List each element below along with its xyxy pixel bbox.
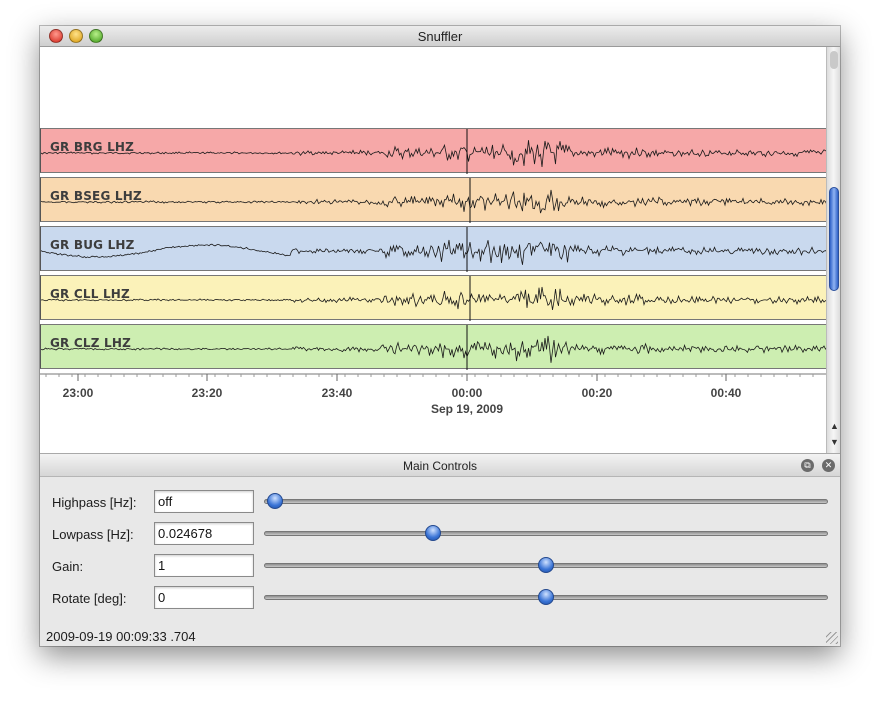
scroll-down-arrow-icon[interactable]: ▼ xyxy=(830,437,839,447)
trace-track[interactable]: GR BUG LHZ xyxy=(40,226,827,272)
tick-label: 23:00 xyxy=(62,386,94,400)
zoom-window-button[interactable] xyxy=(89,29,103,43)
gain-input[interactable] xyxy=(154,554,254,577)
snuffler-window: Snuffler GR BRG LHZ GR BSEG LHZ GR BUG L… xyxy=(40,26,840,646)
scroll-thumb[interactable] xyxy=(829,187,839,291)
lowpass-slider-knob[interactable] xyxy=(425,525,442,541)
lowpass-label: Lowpass [Hz]: xyxy=(52,527,134,542)
waveform xyxy=(41,178,827,223)
rotate-slider-knob[interactable] xyxy=(538,589,554,605)
close-icon[interactable]: ✕ xyxy=(822,459,835,472)
highpass-label: Highpass [Hz]: xyxy=(52,495,137,510)
gain-row: Gain: xyxy=(40,554,840,580)
rotate-input[interactable] xyxy=(154,586,254,609)
lowpass-slider[interactable] xyxy=(264,531,828,536)
highpass-input[interactable] xyxy=(154,490,254,513)
rotate-row: Rotate [deg]: xyxy=(40,586,840,612)
vertical-scrollbar[interactable]: ▲ ▼ xyxy=(826,47,840,453)
track-label: GR BRG LHZ xyxy=(50,140,135,154)
panel-title: Main Controls xyxy=(402,459,478,473)
waveform xyxy=(41,129,827,174)
highpass-slider[interactable] xyxy=(264,499,828,504)
date-label: Sep 19, 2009 xyxy=(430,402,504,416)
tick-label: 00:40 xyxy=(710,386,742,400)
tick-label: 23:40 xyxy=(321,386,353,400)
title-bar: Snuffler xyxy=(40,26,840,47)
track-label: GR CLL LHZ xyxy=(50,287,130,301)
gain-slider-knob[interactable] xyxy=(538,557,554,573)
tick-label: 23:20 xyxy=(191,386,223,400)
rotate-label: Rotate [deg]: xyxy=(52,591,127,606)
waveform xyxy=(41,227,827,272)
close-window-button[interactable] xyxy=(49,29,63,43)
trace-track[interactable]: GR BSEG LHZ xyxy=(40,177,827,223)
float-icon[interactable]: ⧉ xyxy=(801,459,814,472)
resize-grip-icon[interactable] xyxy=(826,632,838,644)
axis-ticks xyxy=(40,373,826,381)
tick-label: 00:00 xyxy=(451,386,483,400)
track-label: GR BSEG LHZ xyxy=(50,189,142,203)
waveform xyxy=(41,276,827,321)
window-title: Snuffler xyxy=(417,29,463,44)
panel-header: Main Controls ⧉ ✕ xyxy=(40,453,840,477)
track-label: GR BUG LHZ xyxy=(50,238,135,252)
scroll-track-cap xyxy=(830,51,838,69)
lowpass-input[interactable] xyxy=(154,522,254,545)
track-label: GR CLZ LHZ xyxy=(50,336,131,350)
highpass-slider-knob[interactable] xyxy=(267,493,284,509)
minimize-window-button[interactable] xyxy=(69,29,83,43)
highpass-row: Highpass [Hz]: xyxy=(40,490,840,516)
tick-label: 00:20 xyxy=(581,386,613,400)
trace-track[interactable]: GR CLL LHZ xyxy=(40,275,827,321)
trace-track[interactable]: GR CLZ LHZ xyxy=(40,324,827,370)
trace-track[interactable]: GR BRG LHZ xyxy=(40,128,827,174)
lowpass-row: Lowpass [Hz]: xyxy=(40,522,840,548)
gain-label: Gain: xyxy=(52,559,84,574)
scroll-up-arrow-icon[interactable]: ▲ xyxy=(830,421,839,431)
trace-viewer[interactable]: GR BRG LHZ GR BSEG LHZ GR BUG LHZ GR CLL… xyxy=(40,47,827,453)
time-axis: 23:00 23:20 23:40 00:00 00:20 00:40 Sep … xyxy=(40,373,826,433)
waveform xyxy=(41,325,827,370)
status-bar: 2009-09-19 00:09:33 .704 xyxy=(46,629,196,644)
main-controls-panel: Main Controls ⧉ ✕ Highpass [Hz]: Lowpass… xyxy=(40,453,840,646)
